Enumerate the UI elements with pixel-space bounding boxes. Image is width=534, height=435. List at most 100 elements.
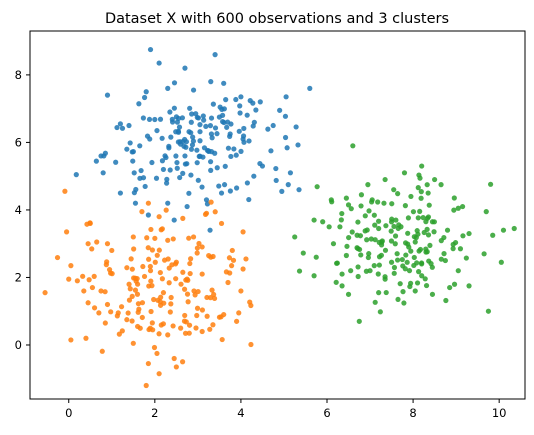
scatter-point-series-1 [225, 145, 232, 151]
scatter-point-series-1 [181, 143, 187, 149]
scatter-point-series-3 [300, 250, 306, 256]
scatter-point-series-2 [96, 310, 102, 316]
scatter-point-series-2 [206, 253, 212, 259]
scatter-point-series-2 [104, 301, 111, 308]
scatter-point-series-1 [157, 116, 164, 122]
scatter-point-series-2 [183, 277, 189, 283]
scatter-point-series-2 [109, 247, 115, 254]
scatter-point-series-1 [131, 170, 137, 176]
scatter-point-series-1 [104, 92, 111, 98]
scatter-point-series-3 [419, 163, 425, 169]
scatter-point-series-2 [211, 295, 218, 302]
scatter-point-series-1 [171, 217, 177, 223]
scatter-point-series-3 [393, 217, 399, 223]
scatter-point-series-1 [284, 145, 290, 151]
scatter-point-series-2 [212, 209, 218, 215]
scatter-point-series-1 [164, 180, 170, 186]
scatter-point-series-2 [180, 215, 186, 221]
scatter-point-series-3 [388, 228, 394, 234]
scatter-point-series-3 [339, 271, 345, 277]
scatter-point-series-2 [199, 271, 205, 277]
scatter-point-series-3 [450, 241, 456, 248]
scatter-point-series-1 [283, 94, 289, 100]
scatter-point-series-1 [197, 122, 203, 128]
scatter-point-series-2 [160, 290, 167, 296]
scatter-point-series-2 [147, 268, 154, 274]
scatter-point-series-3 [382, 247, 389, 253]
scatter-point-series-1 [153, 175, 160, 181]
scatter-point-series-1 [171, 80, 178, 86]
scatter-point-series-2 [218, 220, 225, 227]
scatter-point-series-3 [451, 195, 457, 201]
scatter-point-series-3 [403, 252, 409, 258]
scatter-point-series-2 [238, 288, 244, 294]
scatter-point-series-3 [357, 233, 364, 239]
scatter-point-series-2 [145, 245, 151, 251]
scatter-point-series-1 [167, 167, 173, 173]
scatter-point-series-1 [173, 153, 179, 159]
scatter-point-series-1 [194, 160, 200, 166]
scatter-point-series-1 [166, 143, 172, 149]
scatter-point-series-1 [250, 123, 256, 129]
scatter-point-series-2 [166, 280, 172, 286]
scatter-point-series-1 [228, 153, 234, 160]
scatter-point-series-3 [429, 291, 436, 297]
scatter-point-series-1 [208, 159, 214, 165]
scatter-point-series-1 [246, 138, 252, 144]
scatter-point-series-2 [225, 279, 231, 286]
scatter-point-series-1 [197, 129, 203, 135]
scatter-point-series-2 [178, 325, 184, 331]
scatter-point-series-3 [408, 248, 414, 254]
scatter-point-series-3 [344, 243, 350, 249]
scatter-point-series-3 [345, 202, 352, 208]
scatter-point-series-3 [412, 288, 418, 294]
scatter-point-series-1 [174, 159, 180, 166]
scatter-point-series-1 [253, 107, 259, 113]
scatter-point-series-2 [170, 236, 176, 242]
scatter-point-series-2 [157, 269, 163, 276]
scatter-point-series-1 [212, 125, 219, 131]
scatter-point-series-2 [187, 260, 193, 267]
scatter-point-series-3 [450, 246, 456, 252]
scatter-point-series-3 [383, 223, 389, 229]
scatter-point-series-2 [99, 348, 105, 354]
scatter-point-series-3 [442, 257, 448, 264]
scatter-point-series-3 [447, 284, 453, 291]
scatter-point-series-3 [358, 252, 364, 258]
scatter-point-series-3 [487, 181, 494, 187]
scatter-point-series-2 [146, 256, 152, 262]
scatter-point-series-1 [147, 46, 154, 53]
scatter-point-series-3 [414, 280, 421, 286]
scatter-point-series-2 [74, 278, 80, 284]
scatter-point-series-2 [128, 256, 134, 262]
scatter-point-series-3 [426, 202, 432, 208]
scatter-point-series-1 [165, 200, 171, 206]
scatter-point-series-2 [129, 293, 135, 299]
scatter-point-series-2 [165, 237, 171, 243]
scatter-point-series-2 [91, 273, 97, 280]
scatter-point-series-3 [500, 227, 507, 233]
scatter-point-series-1 [167, 109, 173, 115]
scatter-point-series-2 [135, 301, 142, 307]
scatter-point-series-3 [392, 241, 398, 247]
scatter-point-series-1 [273, 165, 279, 172]
scatter-point-series-1 [114, 124, 120, 131]
scatter-point-series-1 [173, 129, 179, 135]
scatter-point-series-1 [231, 146, 237, 152]
scatter-point-series-3 [438, 237, 444, 244]
scatter-point-series-3 [438, 256, 444, 262]
scatter-point-series-3 [466, 283, 472, 289]
scatter-point-series-3 [314, 184, 320, 190]
scatter-point-series-3 [372, 222, 378, 228]
scatter-point-series-3 [362, 213, 368, 219]
scatter-point-series-2 [129, 318, 135, 324]
scatter-point-series-1 [227, 133, 233, 139]
scatter-point-series-3 [382, 176, 388, 183]
scatter-point-series-1 [240, 133, 247, 139]
scatter-point-series-2 [148, 278, 154, 284]
scatter-point-series-1 [168, 134, 174, 140]
scatter-point-series-3 [463, 255, 469, 261]
scatter-point-series-3 [371, 212, 377, 218]
scatter-point-series-3 [349, 229, 355, 235]
scatter-point-series-3 [410, 209, 417, 215]
